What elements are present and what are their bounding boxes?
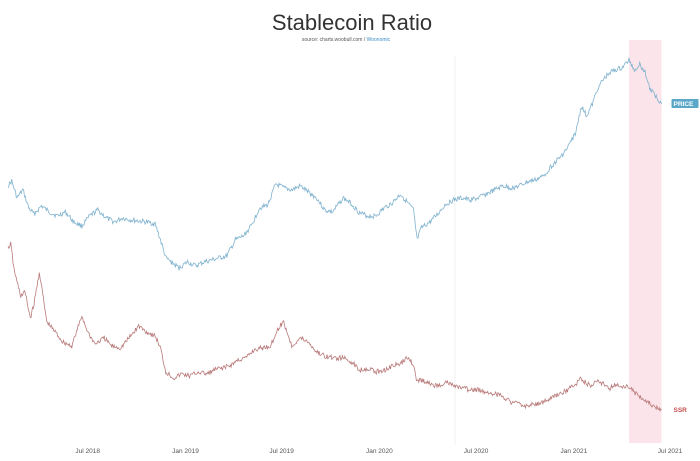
subtitle-link[interactable]: Woonomic — [367, 37, 391, 43]
x-tick-label: Jul 2018 — [75, 448, 100, 455]
highlight-rect — [629, 40, 662, 443]
x-tick-label: Jan 2019 — [172, 448, 199, 455]
series-line-price — [7, 57, 662, 271]
subtitle-source: source: charts.woobull.com — [302, 37, 363, 43]
series-label-text: PRICE — [673, 101, 694, 108]
series-label-price: PRICE — [671, 99, 699, 108]
chart-title: Stablecoin Ratio — [272, 10, 432, 35]
series-layer: PRICE SSR — [7, 57, 699, 414]
series-label-text: SSR — [673, 407, 687, 414]
series-label-bg — [671, 99, 699, 108]
series-line-ssr — [7, 241, 662, 412]
highlight-band — [629, 40, 662, 443]
x-tick-label: Jan 2020 — [366, 448, 393, 455]
x-tick-label: Jul 2020 — [464, 448, 489, 455]
x-tick-label: Jan 2021 — [560, 448, 587, 455]
chart-subtitle: source: charts.woobull.com / Woonomic — [302, 37, 391, 43]
x-axis: Jul 2018 Jan 2019 Jul 2019 Jan 2020 Jul 2020… — [75, 448, 682, 455]
x-tick-label: Jul 2021 — [658, 448, 683, 455]
series-label-bg — [671, 405, 690, 414]
series-label-ssr: SSR — [671, 405, 690, 414]
x-tick-label: Jul 2019 — [269, 448, 294, 455]
